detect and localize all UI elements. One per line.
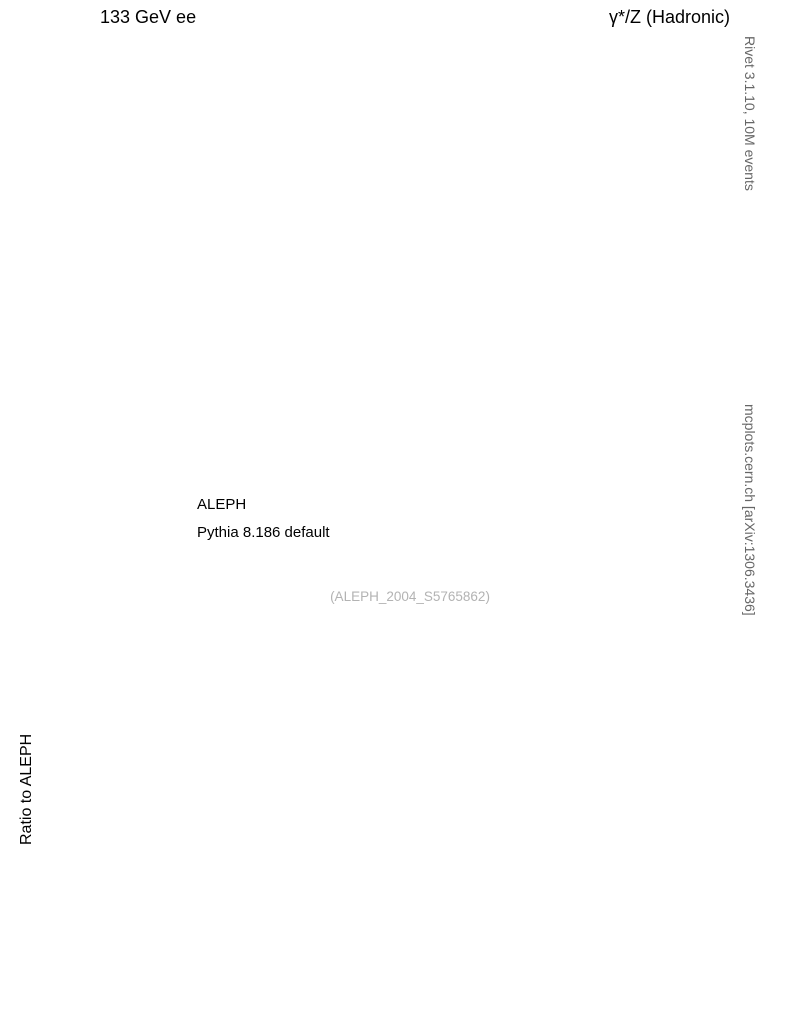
- ratio-axis-label: Ratio to ALEPH: [18, 733, 35, 845]
- legend-label-aleph: ALEPH: [197, 496, 247, 513]
- legend-label-pythia: Pythia 8.186 default: [197, 524, 330, 541]
- rivet-version-label: Rivet 3.1.10, 10M events: [742, 36, 758, 191]
- analysis-id-watermark: (ALEPH_2004_S5765862): [330, 589, 490, 604]
- mcplots-arxiv-label: mcplots.cern.ch [arXiv:1306.3436]: [742, 404, 758, 616]
- plot-title-left: 133 GeV ee: [100, 7, 197, 27]
- plot-title-right: γ*/Z (Hadronic): [608, 7, 730, 27]
